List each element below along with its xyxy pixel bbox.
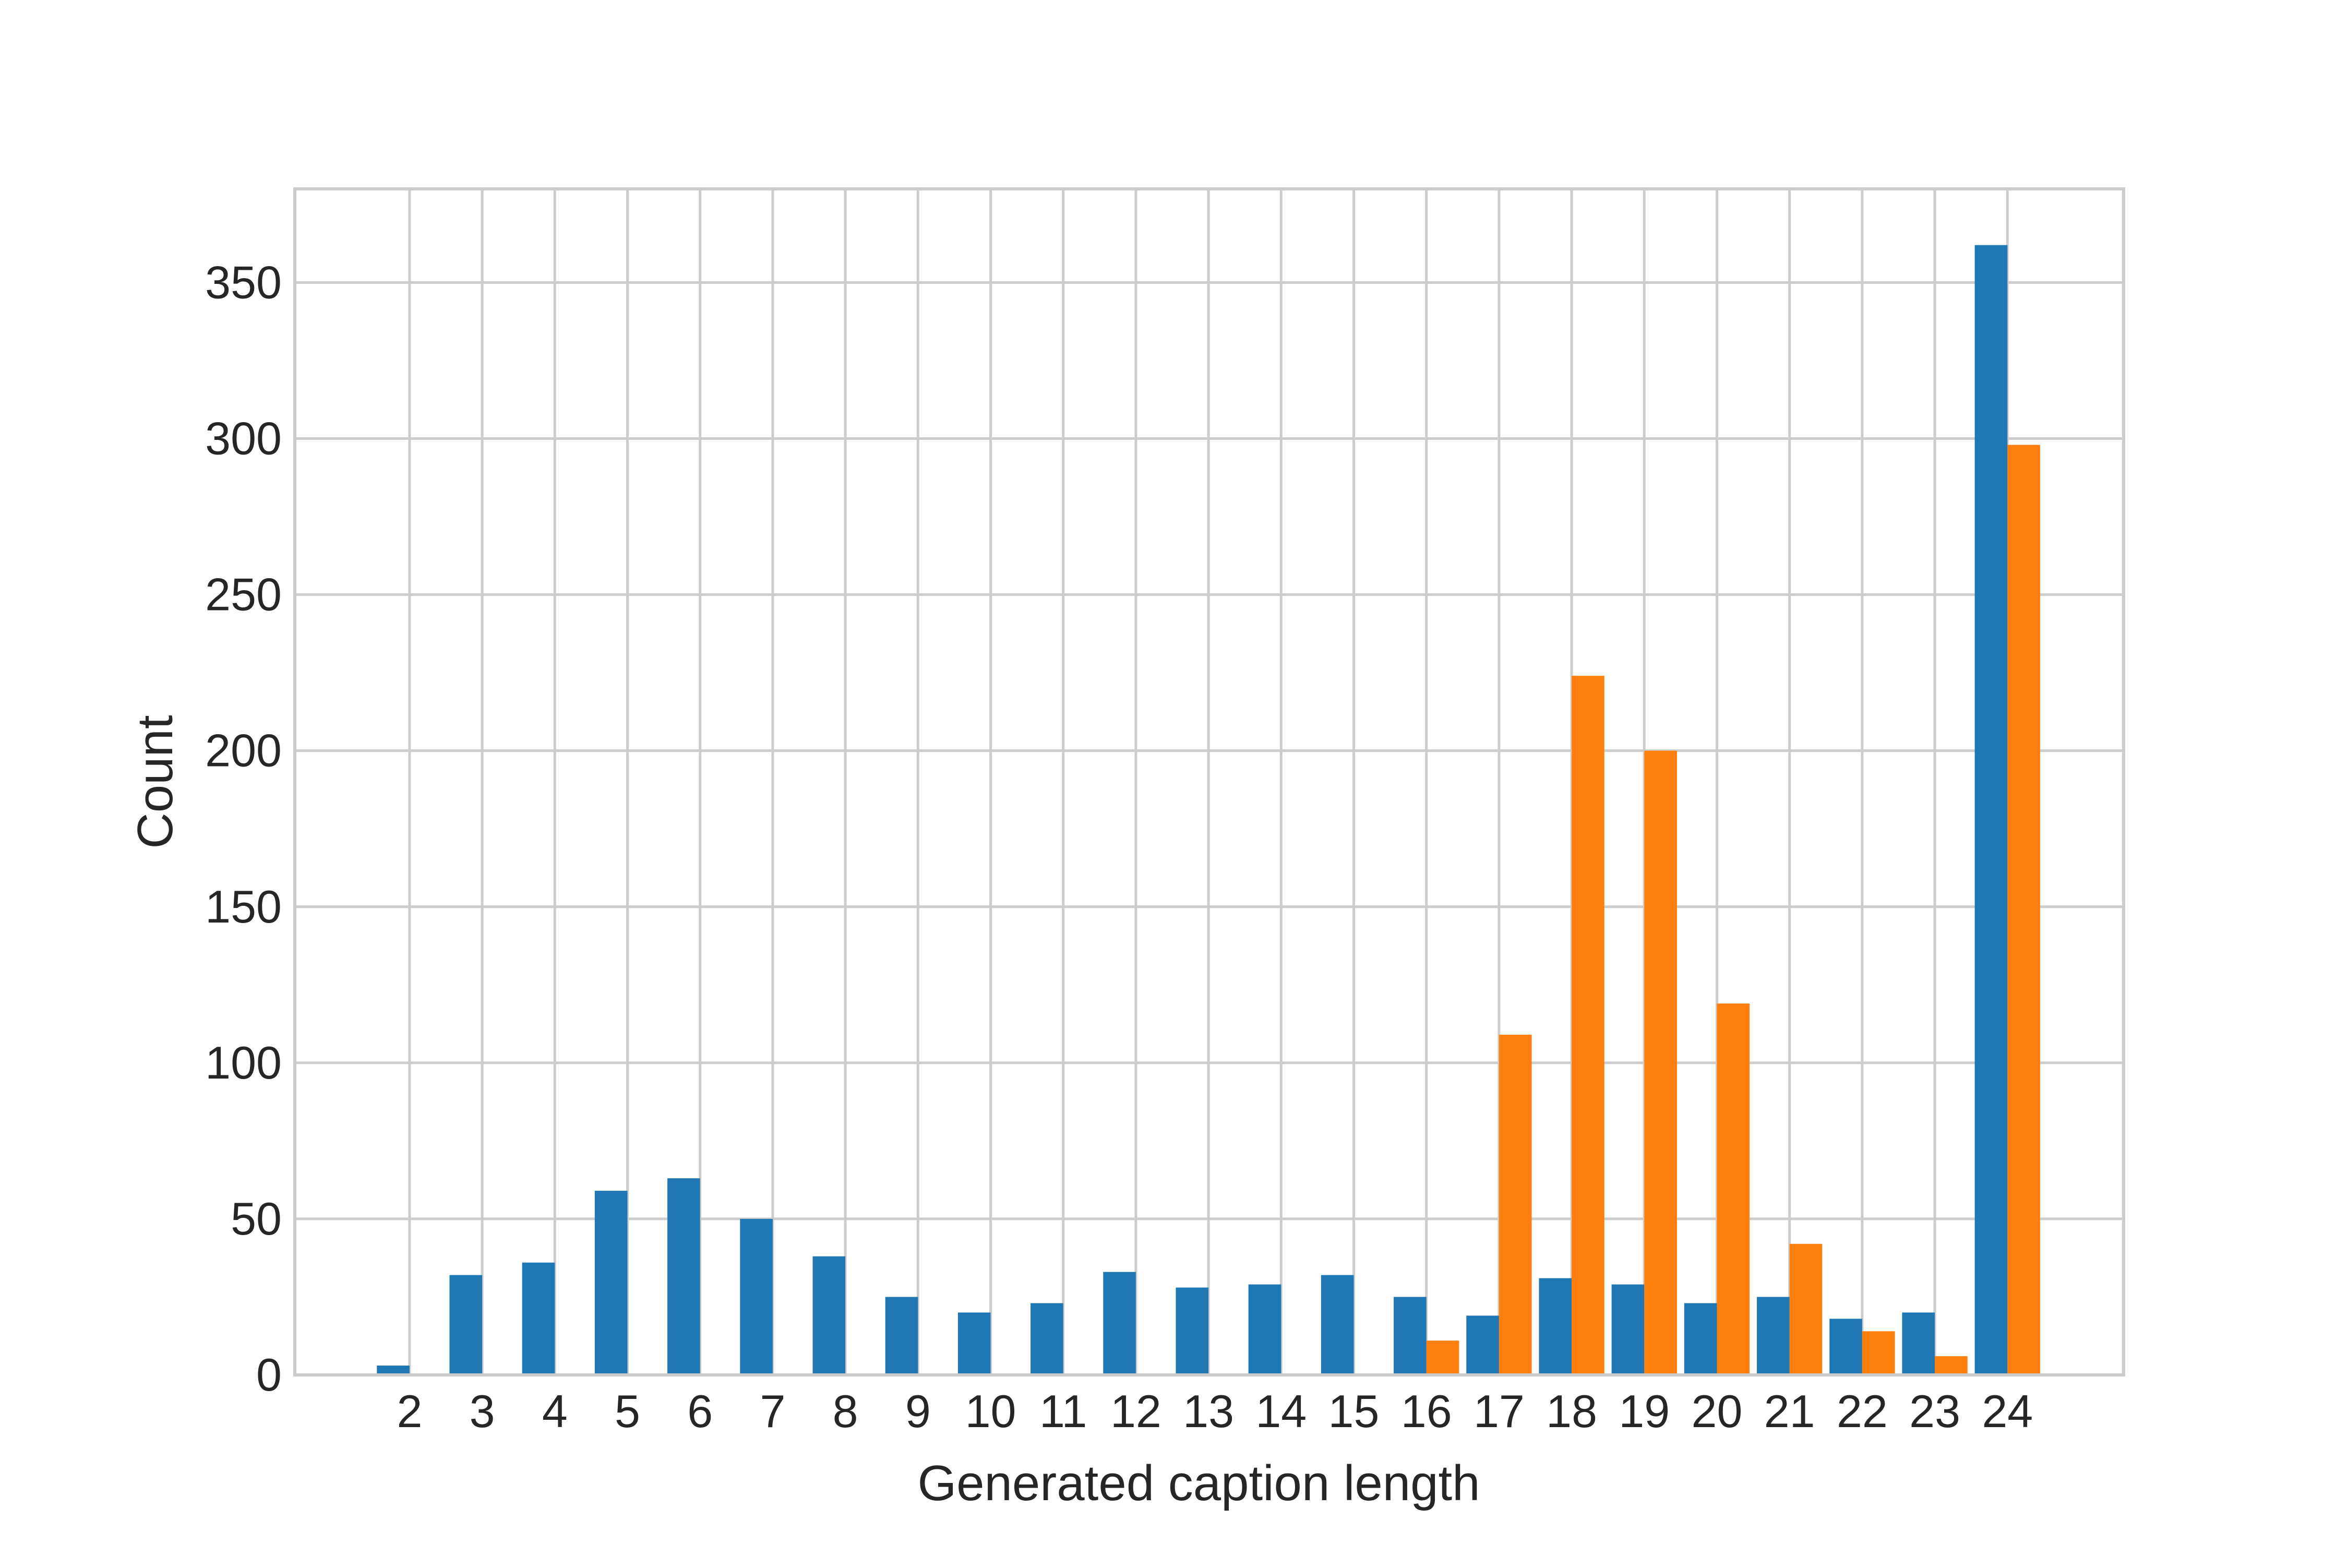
x-tick-label: 11 — [1039, 1385, 1087, 1437]
x-tick-label: 7 — [760, 1385, 785, 1437]
bar-series-2 — [1426, 1340, 1459, 1375]
bar-series-2 — [1572, 676, 1604, 1375]
bar-series-1 — [1466, 1315, 1499, 1375]
x-tick-labels: 2 3 4 5 6 7 8 9 10 11 12 13 14 15 16 17 18 19 20 21 22 23 24 — [397, 1385, 2033, 1437]
y-tick-label: 200 — [205, 725, 282, 776]
plot-frame — [293, 187, 2125, 1377]
bar-series-1 — [449, 1275, 483, 1375]
x-tick-label: 18 — [1546, 1385, 1597, 1437]
x-tick-label: 12 — [1110, 1385, 1161, 1437]
bar-series-1 — [594, 1191, 628, 1375]
x-axis-label: Generated caption length — [917, 1455, 1480, 1511]
x-tick-label: 24 — [1982, 1385, 2033, 1437]
x-tick-label: 20 — [1692, 1385, 1743, 1437]
x-tick-label: 15 — [1328, 1385, 1380, 1437]
x-tick-label: 6 — [687, 1385, 713, 1437]
x-tick-label: 21 — [1764, 1385, 1815, 1437]
bar-series-2 — [1862, 1331, 1895, 1375]
bar-series-1 — [1321, 1275, 1354, 1375]
x-tick-label: 8 — [833, 1385, 858, 1437]
x-tick-label: 13 — [1183, 1385, 1234, 1437]
bar-series-1 — [1394, 1297, 1427, 1375]
y-tick-label: 0 — [256, 1349, 282, 1401]
bar-series-2 — [1789, 1243, 1823, 1375]
bar-series-1 — [1974, 245, 2008, 1375]
x-tick-label: 14 — [1255, 1385, 1307, 1437]
y-tick-label: 100 — [205, 1037, 282, 1088]
bar-series-1 — [667, 1178, 700, 1375]
x-tick-label: 17 — [1474, 1385, 1525, 1437]
x-tick-label: 22 — [1837, 1385, 1888, 1437]
bar-series-1 — [1902, 1312, 1935, 1375]
bar-series-2 — [1499, 1035, 1532, 1375]
bar-series-1 — [1539, 1278, 1572, 1375]
bar-series-1 — [1103, 1272, 1136, 1375]
y-tick-label: 350 — [205, 256, 282, 308]
x-tick-label: 19 — [1619, 1385, 1670, 1437]
bar-series-1 — [812, 1256, 846, 1375]
x-tick-label: 4 — [542, 1385, 568, 1437]
x-tick-label: 3 — [470, 1385, 495, 1437]
grid-lines — [295, 189, 2124, 1377]
y-tick-label: 50 — [231, 1193, 282, 1244]
bar-series-1 — [957, 1312, 991, 1375]
x-tick-label: 5 — [615, 1385, 640, 1437]
x-tick-label: 16 — [1401, 1385, 1452, 1437]
y-axis-label: Count — [127, 715, 183, 848]
y-tick-label: 250 — [205, 569, 282, 620]
bar-series-1 — [1829, 1319, 1862, 1375]
bar-series-1 — [377, 1366, 410, 1375]
bar-series-1 — [885, 1297, 918, 1375]
bar-series-2 — [1717, 1003, 1750, 1375]
y-tick-label: 300 — [205, 413, 282, 464]
bar-series-1 — [1031, 1303, 1063, 1375]
bars — [377, 245, 2040, 1375]
bar-series-1 — [1757, 1297, 1790, 1375]
bar-series-1 — [1248, 1284, 1281, 1375]
bar-series-2 — [1644, 750, 1677, 1375]
bar-series-1 — [1176, 1287, 1209, 1375]
x-tick-label: 23 — [1909, 1385, 1960, 1437]
bar-series-1 — [1611, 1284, 1645, 1375]
x-tick-label: 10 — [965, 1385, 1016, 1437]
bar-series-2 — [2007, 445, 2040, 1375]
y-tick-label: 150 — [205, 881, 282, 932]
x-tick-label: 2 — [397, 1385, 422, 1437]
x-tick-label: 9 — [905, 1385, 931, 1437]
bar-series-1 — [1684, 1303, 1717, 1375]
bar-series-2 — [1935, 1356, 1968, 1375]
y-tick-labels: 0 50 100 150 200 250 300 350 — [205, 256, 282, 1401]
bar-series-1 — [740, 1218, 773, 1375]
bar-series-1 — [522, 1262, 555, 1375]
